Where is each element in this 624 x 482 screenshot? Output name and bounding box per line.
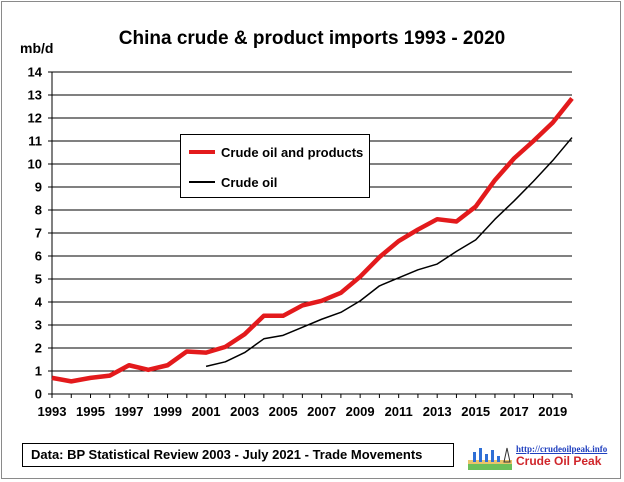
grid	[52, 71, 572, 372]
y-tick-label: 5	[35, 272, 42, 287]
series-line-1	[205, 137, 573, 368]
x-tick-label: 2009	[346, 404, 375, 419]
series-line-0	[51, 97, 574, 384]
legend-swatch-series-1	[189, 181, 215, 183]
legend-swatch-series-0	[189, 150, 215, 154]
y-tick-label: 12	[28, 111, 42, 126]
x-tick-label: 2005	[269, 404, 298, 419]
chart-title: China crude & product imports 1993 - 202…	[118, 28, 506, 49]
y-tick-label: 3	[35, 318, 42, 333]
y-tick-label: 9	[35, 180, 42, 195]
x-tick-label: 1995	[76, 404, 105, 419]
y-axis-unit-label: mb/d	[20, 40, 54, 56]
oil-well-logo-icon	[468, 447, 512, 470]
crude-oil-peak-logo[interactable]: http://crudeoilpeak.info Crude Oil Peak	[468, 444, 618, 470]
x-tick-label: 2011	[385, 404, 413, 419]
x-tick-label: 2007	[307, 404, 336, 419]
x-tick-label: 1993	[38, 404, 67, 419]
x-tick-label: 2015	[461, 404, 490, 419]
x-tick-label: 2003	[230, 404, 259, 419]
series-lines	[51, 97, 574, 384]
legend-item-series-1: Crude oil	[189, 173, 277, 191]
y-tick-label: 11	[28, 134, 42, 149]
y-tick-label: 1	[35, 364, 42, 379]
legend: Crude oil and products Crude oil	[180, 134, 370, 198]
y-tick-label: 8	[35, 203, 42, 218]
x-tick-label: 2019	[538, 404, 567, 419]
x-tick-label: 1997	[115, 404, 144, 419]
y-tick-label: 7	[35, 226, 42, 241]
logo-url-link[interactable]: http://crudeoilpeak.info	[516, 444, 608, 454]
y-tick-label: 0	[35, 387, 42, 402]
y-tick-label: 13	[28, 88, 42, 103]
y-tick-label: 4	[35, 295, 43, 310]
axes	[48, 71, 573, 398]
logo-name: Crude Oil Peak	[516, 454, 602, 468]
y-tick-label: 10	[28, 157, 42, 172]
y-tick-label: 2	[35, 341, 42, 356]
y-tick-label: 14	[28, 65, 43, 80]
x-tick-label: 2013	[423, 404, 452, 419]
x-tick-label: 2001	[192, 404, 221, 419]
source-note: Data: BP Statistical Review 2003 - July …	[22, 443, 454, 467]
legend-label-series-1: Crude oil	[221, 174, 278, 190]
x-tick-label: 2017	[500, 404, 529, 419]
x-tick-label: 1999	[153, 404, 182, 419]
y-tick-label: 6	[35, 249, 42, 264]
legend-item-series-0: Crude oil and products	[189, 143, 363, 161]
legend-label-series-0: Crude oil and products	[221, 144, 364, 160]
